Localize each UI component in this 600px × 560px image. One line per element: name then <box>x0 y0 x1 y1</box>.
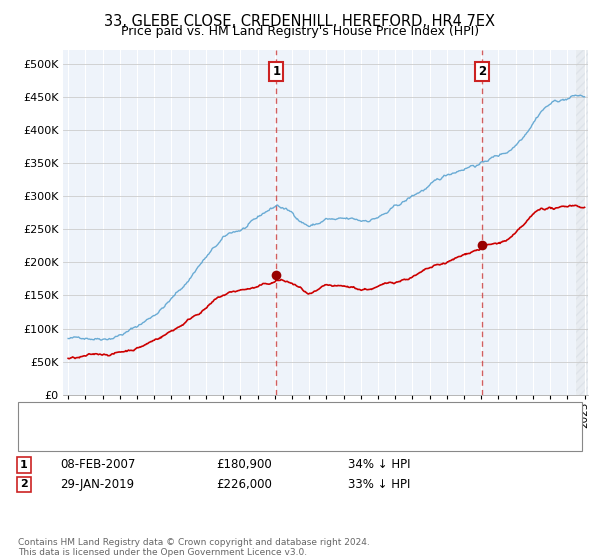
Text: 34% ↓ HPI: 34% ↓ HPI <box>348 458 410 472</box>
Text: 29-JAN-2019: 29-JAN-2019 <box>60 478 134 491</box>
Text: 33, GLEBE CLOSE, CREDENHILL, HEREFORD, HR4 7EX (detached house): 33, GLEBE CLOSE, CREDENHILL, HEREFORD, H… <box>78 407 472 417</box>
Text: ————: ———— <box>30 404 85 419</box>
Text: 1: 1 <box>272 65 281 78</box>
Text: 33% ↓ HPI: 33% ↓ HPI <box>348 478 410 491</box>
Bar <box>576 50 588 395</box>
Text: HPI: Average price, detached house, Herefordshire: HPI: Average price, detached house, Here… <box>78 425 355 435</box>
Text: 33, GLEBE CLOSE, CREDENHILL, HEREFORD, HR4 7EX: 33, GLEBE CLOSE, CREDENHILL, HEREFORD, H… <box>104 14 496 29</box>
Bar <box>576 50 588 395</box>
Text: 1: 1 <box>20 460 28 470</box>
Text: £226,000: £226,000 <box>216 478 272 491</box>
Text: ————: ———— <box>30 423 85 437</box>
Text: 08-FEB-2007: 08-FEB-2007 <box>60 458 136 472</box>
Text: £180,900: £180,900 <box>216 458 272 472</box>
Text: 2: 2 <box>20 479 28 489</box>
Text: Contains HM Land Registry data © Crown copyright and database right 2024.
This d: Contains HM Land Registry data © Crown c… <box>18 538 370 557</box>
Text: 2: 2 <box>478 65 487 78</box>
Text: Price paid vs. HM Land Registry's House Price Index (HPI): Price paid vs. HM Land Registry's House … <box>121 25 479 38</box>
